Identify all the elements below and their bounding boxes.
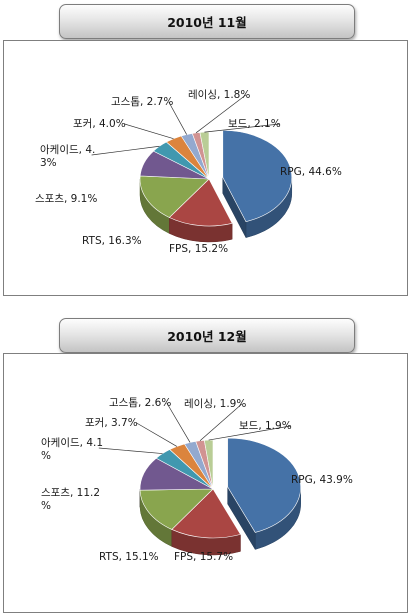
data-label-rpg: RPG, 43.9% bbox=[291, 474, 353, 486]
leader-line-포커 bbox=[124, 123, 174, 140]
leader-line-레이싱 bbox=[195, 94, 247, 134]
chart-frame-nov: RPG, 44.6% FPS, 15.2% RTS, 16.3% 스포츠, 9.1% 아… bbox=[3, 40, 408, 296]
leader-line-고스톱 bbox=[166, 402, 191, 443]
data-label-고스톱: 고스톱, 2.7% bbox=[111, 96, 173, 108]
chart-title-dec-text: 2010년 12월 bbox=[167, 329, 247, 344]
leader-line-보드 bbox=[204, 123, 280, 133]
leader-line-보드 bbox=[208, 425, 291, 441]
data-label-레이싱: 레이싱, 1.8% bbox=[188, 89, 250, 101]
leader-line-아케이드 bbox=[91, 145, 160, 156]
data-label-레이싱: 레이싱, 1.9% bbox=[184, 398, 246, 410]
chart-title-dec: 2010년 12월 bbox=[59, 318, 355, 353]
data-label-스포츠: 스포츠, 9.1% bbox=[35, 193, 97, 205]
slice-fps bbox=[168, 178, 233, 227]
chart-title-nov-text: 2010년 11월 bbox=[167, 15, 247, 30]
data-label-rpg: RPG, 44.6% bbox=[280, 166, 342, 178]
pie-labels: RPG, 43.9% FPS, 15.7% RTS, 15.1% 스포츠, 11.2%… bbox=[41, 397, 353, 563]
pie-sides bbox=[139, 130, 293, 243]
chart-title-nov: 2010년 11월 bbox=[59, 4, 355, 39]
data-label-포커: 포커, 3.7% bbox=[85, 417, 138, 429]
pie-tops bbox=[139, 130, 293, 227]
slice-fps bbox=[171, 488, 241, 539]
data-label-스포츠: 스포츠, 11.2% bbox=[41, 487, 100, 512]
slice-rpg bbox=[222, 130, 293, 223]
leader-line-아케이드 bbox=[98, 447, 163, 454]
pie-chart-nov: RPG, 44.6% FPS, 15.2% RTS, 16.3% 스포츠, 9.1% 아… bbox=[35, 89, 342, 255]
pie-chart-dec: RPG, 43.9% FPS, 15.7% RTS, 15.1% 스포츠, 11.2%… bbox=[41, 397, 353, 563]
leader-line-포커 bbox=[136, 422, 178, 447]
leader-line-레이싱 bbox=[199, 403, 243, 442]
slice-rpg bbox=[227, 437, 301, 533]
pie-labels: RPG, 44.6% FPS, 15.2% RTS, 16.3% 스포츠, 9.1% 아… bbox=[35, 89, 342, 255]
slice-rts bbox=[139, 175, 210, 218]
pie-sides bbox=[139, 438, 301, 556]
chart-frame-dec: RPG, 43.9% FPS, 15.7% RTS, 15.1% 스포츠, 11.2%… bbox=[3, 353, 408, 613]
data-label-fps: FPS, 15.2% bbox=[169, 243, 228, 255]
data-label-아케이드: 아케이드, 4. 3% bbox=[40, 144, 95, 169]
data-label-rts: RTS, 16.3% bbox=[82, 235, 142, 247]
data-label-rts: RTS, 15.1% bbox=[99, 551, 159, 563]
data-label-고스톱: 고스톱, 2.6% bbox=[109, 397, 171, 409]
pie-tops bbox=[139, 437, 301, 539]
data-label-아케이드: 아케이드, 4.1% bbox=[41, 437, 103, 462]
slice-보드 bbox=[199, 131, 210, 180]
data-label-보드: 보드, 2.1% bbox=[228, 118, 281, 130]
slice-rts bbox=[139, 488, 214, 530]
data-label-보드: 보드, 1.9% bbox=[239, 420, 292, 432]
data-label-fps: FPS, 15.7% bbox=[174, 551, 233, 563]
data-label-포커: 포커, 4.0% bbox=[73, 118, 126, 130]
leader-line-고스톱 bbox=[168, 101, 187, 135]
